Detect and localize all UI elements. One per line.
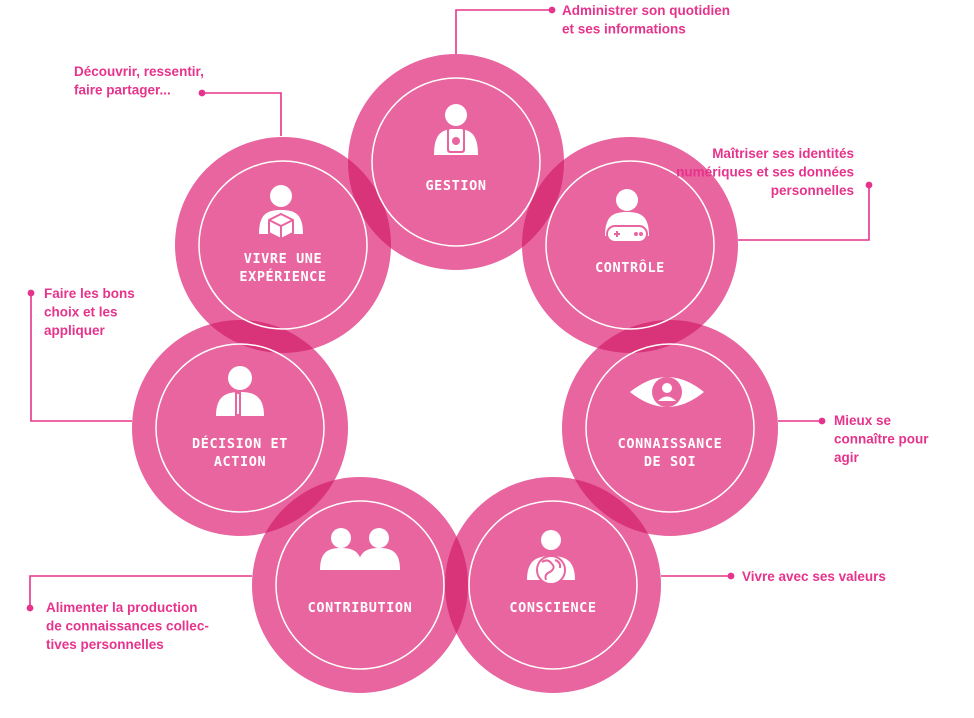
annotation-conscience: Vivre avec ses valeurs [742,569,886,584]
annotation-experience: Découvrir, ressentir, [74,64,204,79]
node-circle-connaissance [562,320,778,536]
node-label-connaissance: DE SOI [644,454,696,470]
node-circle-conscience [445,477,661,693]
two-people-icon [320,528,400,570]
annotation-contribution: tives personnelles [46,637,164,652]
annotation-connaissance: connaître pour [834,432,929,447]
node-labels: GESTION CONTRÔLE CONNAISSANCE DE SOI CONSCIE… [192,178,722,616]
node-label-gestion: GESTION [425,178,486,194]
connector-dot-controle [865,181,873,189]
person-phone-icon [434,104,478,155]
annotation-contribution: Alimenter la production [46,600,198,615]
node-circle-contribution [252,477,468,693]
annotation-connectors [29,9,870,606]
node-ring-controle [545,160,715,330]
connector-dot-conscience [727,572,735,580]
node-label-decision: ACTION [214,454,266,470]
annotation-decision: Faire les bons [44,286,135,301]
connector-dot-connaissance [818,417,826,425]
annotation-contribution: de connaissances collec- [46,619,209,634]
annotation-decision: choix et les [44,305,118,320]
node-label-experience: VIVRE UNE [244,251,323,267]
node-label-decision: DÉCISION ET [192,435,288,452]
node-ring-experience [198,160,368,330]
node-circle-decision [132,320,348,536]
annotation-controle: Maîtriser ses identités [712,146,854,161]
node-label-conscience: CONSCIENCE [509,600,596,616]
connector-gestion [455,9,549,54]
annotation-experience: faire partager... [74,83,171,98]
annotation-connaissance: Mieux se [834,413,892,428]
node-rings [155,77,755,670]
node-label-contribution: CONTRIBUTION [308,600,413,616]
node-ring-gestion [371,77,541,247]
node-label-connaissance: CONNAISSANCE [618,436,723,452]
node-circle-gestion [348,54,564,270]
connector-dot-experience [198,89,206,97]
node-circle-controle [522,137,738,353]
node-ring-contribution [275,500,445,670]
node-ring-decision [155,343,325,513]
connector-dot-decision [27,289,35,297]
annotation-texts: Administrer son quotidien et ses informat… [44,3,929,652]
annotation-decision: appliquer [44,323,106,338]
person-headset-icon [216,360,264,416]
node-circle-experience [175,137,391,353]
annotation-controle: personnelles [771,183,854,198]
annotation-dots [26,6,873,612]
annotation-connaissance: agir [834,450,860,465]
person-gamepad-icon [605,189,649,243]
annotation-gestion: Administrer son quotidien [562,3,730,18]
node-circles [132,54,778,693]
person-globe-icon [527,530,575,585]
connector-controle [738,188,870,241]
eye-icon [630,377,704,407]
connector-experience [205,92,282,136]
connector-decision [30,296,132,422]
node-ring-connaissance [585,343,755,513]
connector-dot-gestion [548,6,556,14]
node-label-experience: EXPÉRIENCE [239,268,326,285]
annotation-gestion: et ses informations [562,22,686,37]
connector-dot-contribution [26,604,34,612]
person-cube-icon [259,185,303,241]
node-label-controle: CONTRÔLE [595,258,665,276]
annotation-controle: numériques et ses données [676,165,854,180]
connector-contribution [29,575,252,606]
node-ring-conscience [468,500,638,670]
